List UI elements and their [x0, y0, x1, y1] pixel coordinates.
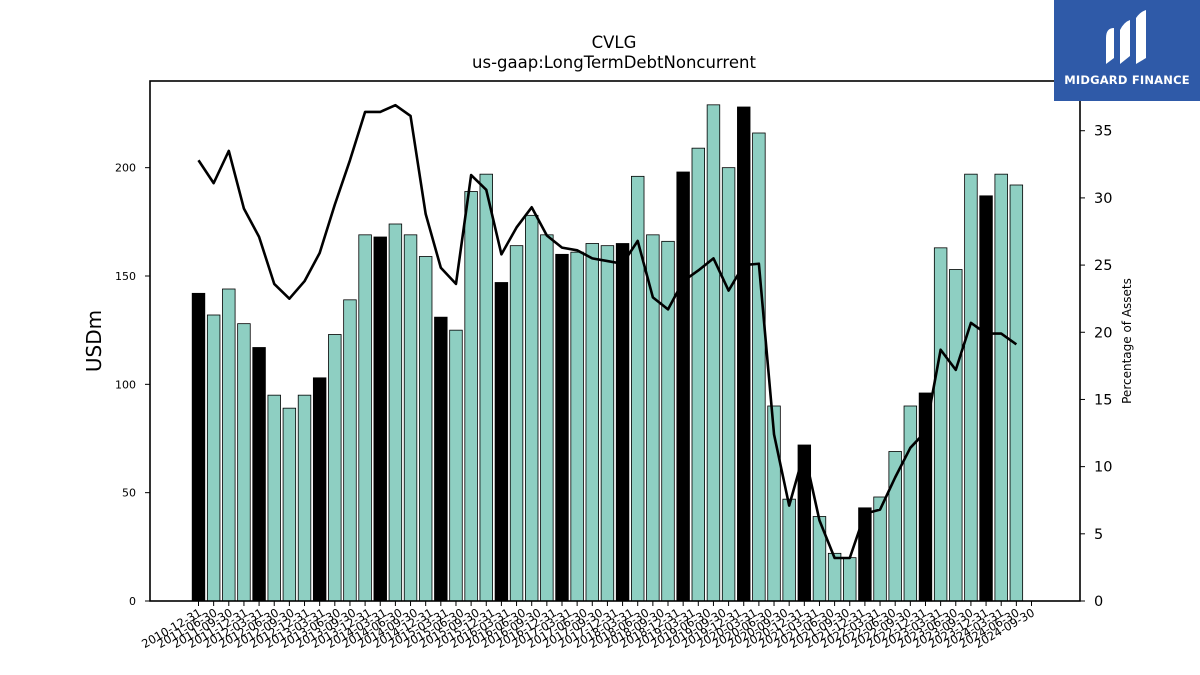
y2-tick-label: 20 — [1094, 325, 1112, 341]
bar-2017-03-31 — [570, 251, 584, 602]
bar-2011-03-31 — [206, 314, 221, 602]
y-tick-label: 150 — [115, 270, 136, 283]
bar-2014-12-31 — [434, 316, 448, 602]
bar-2018-12-31 — [676, 171, 690, 602]
bar-2020-03-31 — [752, 132, 766, 602]
bar-2022-12-31 — [918, 392, 933, 602]
chart-title: CVLG — [592, 33, 637, 52]
bar-2021-12-31 — [858, 507, 872, 602]
bar-2016-09-30 — [540, 234, 554, 602]
bar-2013-06-30 — [343, 299, 357, 602]
bar-2013-09-30 — [358, 234, 372, 602]
y-axis-label: USDm — [82, 310, 106, 372]
bar-2010-12-31 — [191, 292, 206, 602]
percentage-line — [197, 103, 1018, 560]
bar-2019-03-31 — [691, 147, 706, 602]
logo-text: MIDGARD FINANCE — [1064, 73, 1190, 87]
bar-2012-12-31 — [312, 377, 327, 602]
bar-2015-06-30 — [464, 191, 478, 602]
bar-2019-12-31 — [737, 106, 751, 602]
bar-2014-06-30 — [403, 234, 418, 602]
bar-2013-03-31 — [328, 334, 342, 602]
bar-2015-09-30 — [479, 173, 493, 602]
bar-2015-03-31 — [449, 329, 463, 602]
brand-logo: MIDGARD FINANCE — [1054, 0, 1200, 101]
plot-frame — [149, 80, 1081, 602]
bar-2019-09-30 — [721, 167, 736, 602]
bars-layer — [191, 104, 1024, 602]
bar-2012-03-31 — [267, 394, 281, 602]
bar-2023-12-31 — [979, 195, 993, 602]
bar-2012-09-30 — [297, 394, 312, 602]
y2-tick-label: 0 — [1094, 594, 1103, 610]
bar-2016-12-31 — [555, 253, 569, 602]
bar-2011-06-30 — [222, 288, 236, 602]
bar-2021-06-30 — [827, 552, 842, 602]
bar-2014-03-31 — [388, 223, 403, 602]
bar-2011-12-31 — [252, 347, 266, 602]
y2-tick-label: 35 — [1094, 124, 1112, 140]
bar-2011-09-30 — [237, 323, 251, 602]
bar-2012-06-30 — [282, 407, 297, 602]
bar-2014-09-30 — [418, 256, 433, 602]
bar-2022-06-30 — [888, 451, 902, 602]
bar-2022-09-30 — [903, 405, 918, 602]
y2-tick-label: 10 — [1094, 460, 1112, 476]
bar-2024-06-30 — [1009, 184, 1024, 602]
y2-tick-label: 25 — [1094, 258, 1112, 274]
bar-2023-09-30 — [964, 173, 978, 602]
bar-2018-09-30 — [661, 240, 675, 602]
bar-2024-03-31 — [994, 173, 1008, 602]
bar-2019-06-30 — [706, 104, 721, 602]
x-tick-labels: 2010-12-312011-06-302011-09-302011-12-31… — [139, 605, 1037, 651]
bar-2018-06-30 — [646, 234, 660, 602]
bar-2016-03-31 — [509, 245, 524, 602]
y2-tick-label: 5 — [1094, 527, 1103, 543]
bar-2017-09-30 — [600, 245, 615, 602]
y2-tick-label: 15 — [1094, 392, 1112, 408]
logo-mark-icon — [1106, 10, 1146, 64]
bar-2017-12-31 — [615, 243, 630, 602]
bar-2023-03-31 — [933, 247, 948, 602]
bar-2021-09-30 — [843, 557, 857, 602]
bar-2022-03-31 — [873, 496, 887, 602]
y2-axis-label: Percentage of Assets — [1120, 278, 1134, 404]
y-tick-label: 50 — [122, 487, 136, 500]
bar-2016-06-30 — [525, 214, 539, 602]
y2-tick-label: 30 — [1094, 191, 1112, 207]
bar-2013-12-31 — [373, 236, 387, 602]
y-tick-label: 200 — [115, 162, 136, 175]
bar-2017-06-30 — [585, 243, 599, 602]
y-tick-label: 0 — [129, 595, 136, 608]
chart-subtitle: us-gaap:LongTermDebtNoncurrent — [472, 53, 756, 72]
axes-layer: 0 50 100 150 200 0 5 10 15 20 25 30 35 — [115, 80, 1112, 610]
bar-2020-09-30 — [782, 498, 796, 602]
bar-2023-06-30 — [949, 269, 963, 602]
y-tick-label: 100 — [115, 378, 136, 391]
bar-2015-12-31 — [494, 282, 509, 602]
